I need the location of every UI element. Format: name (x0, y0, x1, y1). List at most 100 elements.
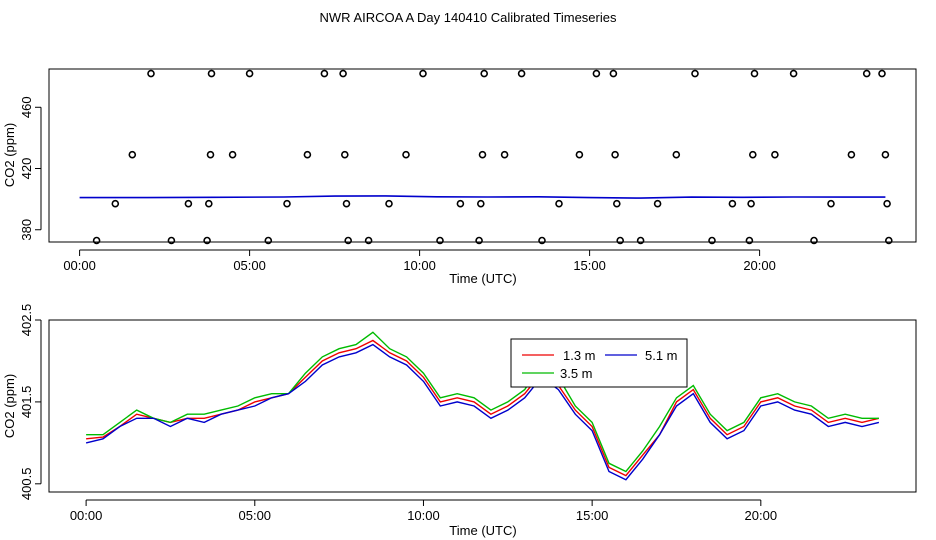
top-y-axis-label: CO2 (ppm) (2, 123, 17, 187)
legend: 1.3 m 5.1 m 3.5 m (510, 338, 688, 388)
top-data-point (611, 150, 619, 159)
top-data-point (884, 236, 893, 245)
top-x-axis: 00:00 05:00 10:00 15:00 20:00 (63, 249, 776, 273)
top-data-point (750, 69, 759, 78)
top-data-point (745, 236, 754, 245)
top-data-point (320, 69, 329, 78)
x-tick-label: 00:00 (70, 508, 103, 523)
bottom-series-line-5-1-m (85, 343, 880, 481)
top-data-point (205, 199, 213, 208)
top-data-point (184, 199, 193, 208)
top-series-layer (79, 195, 886, 199)
x-tick-label: 15:00 (576, 508, 609, 523)
top-data-point (517, 69, 526, 78)
top-data-point (748, 150, 757, 159)
top-data-point (476, 199, 485, 208)
top-data-point (303, 150, 312, 159)
legend-label-3-5m: 3.5 m (560, 366, 593, 381)
top-data-point (847, 150, 856, 159)
top-data-point (728, 199, 737, 208)
figure-title: NWR AIRCOA A Day 140410 Calibrated Times… (320, 10, 617, 25)
top-data-point (385, 199, 393, 208)
top-data-point (789, 69, 798, 78)
top-y-axis: 380 420 460 (19, 96, 42, 241)
top-data-point (538, 236, 546, 245)
top-data-point (128, 150, 137, 159)
bottom-y-axis: 400.5 401.5 402.5 (19, 304, 42, 501)
top-data-point (167, 236, 176, 245)
top-data-point (878, 69, 886, 78)
bottom-x-axis: 00:00 05:00 10:00 15:00 20:00 (70, 499, 778, 523)
top-panel: 00:00 05:00 10:00 15:00 20:00 380 420 460 Time… (2, 68, 917, 286)
x-tick-label: 00:00 (63, 258, 96, 273)
top-data-point (264, 236, 273, 245)
top-data-point (883, 199, 891, 208)
x-tick-label: 15:00 (573, 258, 606, 273)
bottom-y-axis-label: CO2 (ppm) (2, 374, 17, 438)
y-tick-label: 380 (19, 219, 34, 241)
bottom-panel: 00:00 05:00 10:00 15:00 20:00 400.5 401.5 402.… (2, 304, 917, 538)
top-data-point (283, 199, 291, 208)
top-data-point (456, 199, 465, 208)
x-tick-label: 05:00 (239, 508, 272, 523)
top-data-point (612, 199, 621, 208)
top-data-point (636, 236, 645, 245)
top-data-point (653, 199, 662, 208)
top-data-point (206, 150, 215, 159)
y-tick-label: 420 (19, 158, 34, 180)
top-data-point (92, 236, 101, 245)
top-data-point (419, 69, 427, 78)
top-x-axis-label: Time (UTC) (449, 271, 516, 286)
bottom-plot-frame (48, 319, 917, 493)
top-data-point (228, 150, 237, 159)
y-tick-label: 400.5 (19, 468, 34, 501)
top-data-point (555, 199, 563, 208)
x-tick-label: 05:00 (233, 258, 266, 273)
top-data-point (691, 69, 699, 78)
top-data-point (478, 150, 487, 159)
bottom-series-layer (85, 331, 880, 481)
y-tick-label: 401.5 (19, 386, 34, 419)
top-data-point (862, 69, 871, 78)
y-tick-label: 460 (19, 96, 34, 118)
top-data-point (672, 150, 681, 159)
top-series-line-0 (79, 195, 886, 199)
bottom-series-line-3-5-m (86, 331, 879, 473)
top-data-point (344, 236, 353, 245)
top-data-point (616, 236, 625, 245)
top-data-point (708, 236, 716, 245)
top-data-point (436, 236, 444, 245)
top-data-point (147, 69, 155, 78)
top-data-point (203, 236, 211, 245)
top-data-point (475, 236, 483, 245)
y-tick-label: 402.5 (19, 304, 34, 337)
top-plot-frame (48, 68, 917, 243)
legend-label-1-3m: 1.3 m (563, 348, 596, 363)
top-data-point (111, 199, 120, 208)
legend-label-5-1m: 5.1 m (645, 348, 678, 363)
top-data-point (609, 69, 618, 78)
top-data-point (881, 150, 890, 159)
x-tick-label: 20:00 (745, 508, 778, 523)
x-tick-label: 10:00 (403, 258, 436, 273)
top-data-point (207, 69, 216, 78)
top-data-point (592, 69, 601, 78)
top-data-point (480, 69, 489, 78)
top-data-point (402, 150, 410, 159)
top-data-point (500, 150, 509, 159)
top-data-point (245, 69, 254, 78)
top-data-point (364, 236, 373, 245)
top-data-point (747, 199, 755, 208)
top-data-point (342, 199, 351, 208)
legend-box (510, 338, 688, 388)
bottom-x-axis-label: Time (UTC) (449, 523, 516, 538)
top-data-point (810, 236, 818, 245)
top-points-layer (92, 69, 893, 245)
top-data-point (575, 150, 584, 159)
top-data-point (827, 199, 835, 208)
top-data-point (340, 150, 349, 159)
top-data-point (771, 150, 779, 159)
x-tick-label: 10:00 (407, 508, 440, 523)
top-data-point (339, 69, 347, 78)
